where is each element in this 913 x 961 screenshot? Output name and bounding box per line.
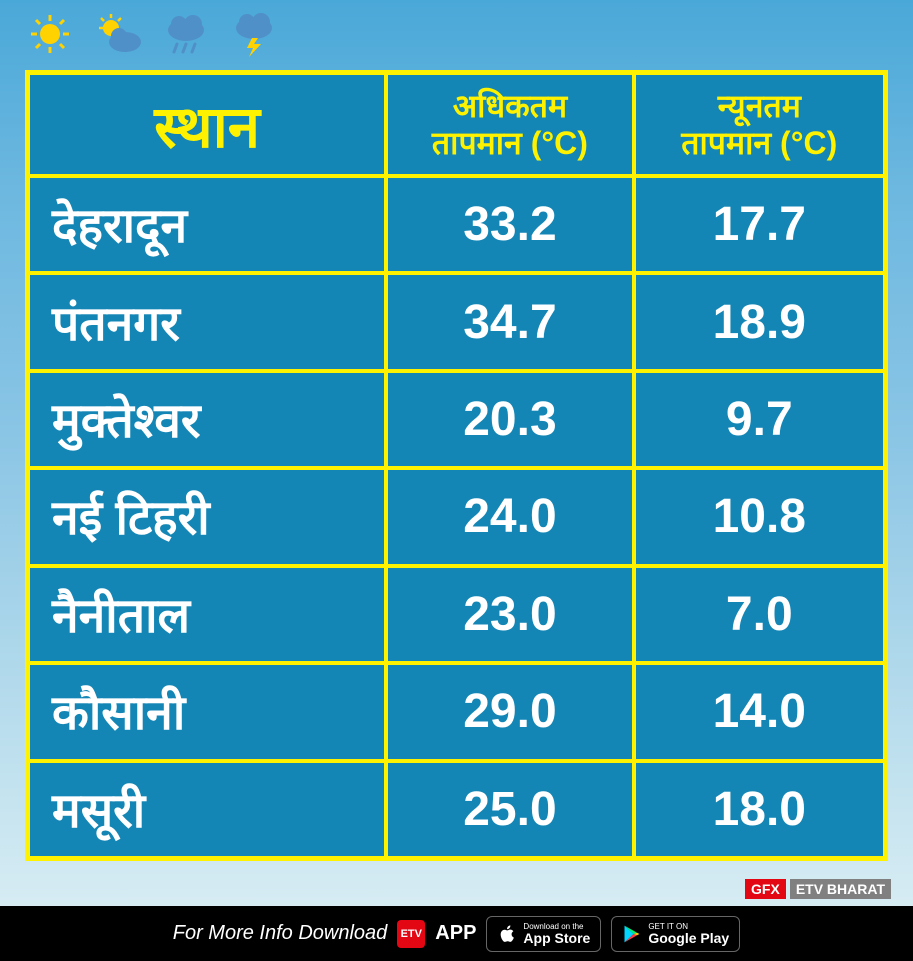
appstore-big: App Store xyxy=(523,931,590,945)
max-value: 20.3 xyxy=(463,392,556,447)
googleplay-badge[interactable]: GET IT ON Google Play xyxy=(611,916,740,952)
weather-icons-row xyxy=(25,12,279,57)
place-text: मुक्तेश्वर xyxy=(52,387,201,452)
header-max-line2: तापमान (°C) xyxy=(432,125,588,162)
sun-icon xyxy=(25,12,75,57)
table-row: नई टिहरी 24.0 10.8 xyxy=(30,470,883,567)
app-label: APP xyxy=(435,922,476,945)
apple-icon xyxy=(497,924,517,944)
min-cell: 9.7 xyxy=(636,373,883,466)
min-cell: 7.0 xyxy=(636,568,883,661)
place-text: नैनीताल xyxy=(52,582,190,647)
min-cell: 17.7 xyxy=(636,178,883,271)
min-cell: 14.0 xyxy=(636,665,883,758)
min-value: 7.0 xyxy=(726,587,793,642)
place-cell: पंतनगर xyxy=(30,275,388,368)
table-row: मुक्तेश्वर 20.3 9.7 xyxy=(30,373,883,470)
max-cell: 29.0 xyxy=(388,665,635,758)
min-value: 10.8 xyxy=(713,489,806,544)
gfx-badge: GFX ETV BHARAT xyxy=(745,879,891,899)
table-header-row: स्थान अधिकतम तापमान (°C) न्यूनतम तापमान … xyxy=(30,75,883,178)
min-value: 17.7 xyxy=(713,197,806,252)
min-value: 18.0 xyxy=(713,782,806,837)
max-value: 29.0 xyxy=(463,684,556,739)
max-value: 25.0 xyxy=(463,782,556,837)
table-row: नैनीताल 23.0 7.0 xyxy=(30,568,883,665)
header-max: अधिकतम तापमान (°C) xyxy=(388,75,635,174)
gfx-label: GFX xyxy=(745,879,786,899)
footer-bar: For More Info Download ETV APP Download … xyxy=(0,906,913,961)
place-text: मसूरी xyxy=(52,777,145,842)
table-row: देहरादून 33.2 17.7 xyxy=(30,178,883,275)
thunder-cloud-icon xyxy=(229,12,279,57)
max-cell: 34.7 xyxy=(388,275,635,368)
header-place-text: स्थान xyxy=(154,85,260,164)
min-cell: 10.8 xyxy=(636,470,883,563)
max-cell: 33.2 xyxy=(388,178,635,271)
max-cell: 20.3 xyxy=(388,373,635,466)
place-text: देहरादून xyxy=(52,192,187,257)
weather-table: स्थान अधिकतम तापमान (°C) न्यूनतम तापमान … xyxy=(25,70,888,861)
brand-label: ETV BHARAT xyxy=(790,879,891,899)
header-max-line1: अधिकतम xyxy=(453,88,567,125)
table-row: पंतनगर 34.7 18.9 xyxy=(30,275,883,372)
max-value: 23.0 xyxy=(463,587,556,642)
sun-cloud-icon xyxy=(93,12,143,57)
googleplay-icon xyxy=(622,924,642,944)
place-text: कौसानी xyxy=(52,679,185,744)
max-value: 34.7 xyxy=(463,295,556,350)
max-value: 24.0 xyxy=(463,489,556,544)
max-value: 33.2 xyxy=(463,197,556,252)
min-value: 14.0 xyxy=(713,684,806,739)
etv-logo-icon: ETV xyxy=(397,920,425,948)
max-cell: 23.0 xyxy=(388,568,635,661)
header-place: स्थान xyxy=(30,75,388,174)
place-cell: देहरादून xyxy=(30,178,388,271)
min-value: 9.7 xyxy=(726,392,793,447)
header-min: न्यूनतम तापमान (°C) xyxy=(636,75,883,174)
place-text: पंतनगर xyxy=(52,290,180,355)
min-cell: 18.0 xyxy=(636,763,883,856)
table-row: मसूरी 25.0 18.0 xyxy=(30,763,883,856)
place-cell: नई टिहरी xyxy=(30,470,388,563)
place-cell: मुक्तेश्वर xyxy=(30,373,388,466)
rain-cloud-icon xyxy=(161,12,211,57)
place-cell: नैनीताल xyxy=(30,568,388,661)
footer-text: For More Info Download xyxy=(173,922,388,945)
appstore-badge[interactable]: Download on the App Store xyxy=(486,916,601,952)
max-cell: 25.0 xyxy=(388,763,635,856)
place-cell: कौसानी xyxy=(30,665,388,758)
header-min-line2: तापमान (°C) xyxy=(681,125,837,162)
min-cell: 18.9 xyxy=(636,275,883,368)
place-text: नई टिहरी xyxy=(52,484,210,549)
place-cell: मसूरी xyxy=(30,763,388,856)
min-value: 18.9 xyxy=(713,295,806,350)
max-cell: 24.0 xyxy=(388,470,635,563)
table-row: कौसानी 29.0 14.0 xyxy=(30,665,883,762)
play-big: Google Play xyxy=(648,931,729,945)
header-min-line1: न्यूनतम xyxy=(718,88,801,125)
